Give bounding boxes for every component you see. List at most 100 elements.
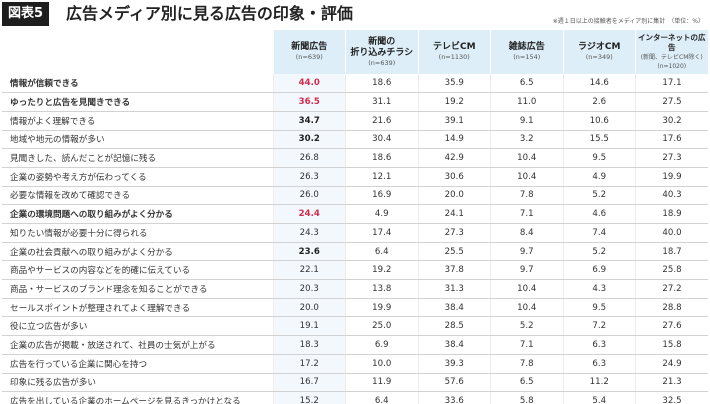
value-cell: 39.3: [418, 354, 491, 374]
value-cell: 14.6: [563, 74, 636, 94]
value-cell: 26.0: [273, 186, 346, 206]
value-cell: 19.1: [273, 316, 346, 337]
value-cell: 24.4: [273, 204, 346, 224]
figure-badge: 図表5: [2, 2, 50, 26]
row-label: 企業の姿勢や考え方が伝わってくる: [2, 167, 274, 187]
value-cell: 35.9: [418, 74, 491, 94]
value-cell: 4.3: [563, 279, 636, 299]
value-cell: 8.4: [490, 223, 564, 243]
row-label: 広告を行っている企業に関心を持つ: [2, 354, 274, 374]
value-cell: 33.6: [418, 391, 491, 404]
column-sample-size: (n=154): [513, 53, 541, 61]
value-cell: 24.9: [635, 354, 708, 374]
column-name: テレビCM: [432, 42, 476, 52]
value-cell: 6.4: [345, 391, 419, 404]
figure-header: 図表5 広告メディア別に見る広告の印象・評価 ※週１日以上の接触者をメディア別に…: [2, 2, 708, 28]
value-cell: 7.1: [490, 204, 564, 224]
value-cell: 27.3: [635, 148, 708, 168]
column-sample-size: (新聞、テレビCM除く) (n=1020): [640, 54, 703, 70]
row-label: セールスポイントが整理されてよく理解できる: [2, 298, 274, 318]
row-label: 商品・サービスのブランド理念を知ることができる: [2, 279, 274, 299]
value-cell: 5.2: [563, 186, 636, 206]
column-header: インターネットの広告 (新聞、テレビCM除く) (n=1020): [635, 30, 709, 74]
value-cell: 44.0: [273, 74, 346, 94]
value-cell: 57.6: [418, 373, 491, 393]
value-cell: 2.6: [563, 92, 636, 112]
table-row: セールスポイントが整理されてよく理解できる 20.0 19.9 38.4 10.4 9.5…: [2, 298, 708, 318]
value-cell: 7.1: [490, 335, 564, 355]
figure-title: 広告メディア別に見る広告の印象・評価: [66, 4, 353, 23]
value-cell: 6.3: [563, 354, 636, 374]
value-cell: 16.9: [345, 186, 419, 206]
value-cell: 18.6: [345, 74, 419, 94]
value-cell: 18.3: [273, 335, 346, 355]
table-row: 印象に残る広告が多い 16.7 11.9 57.6 6.5 11.2 21.3: [2, 373, 708, 393]
value-cell: 30.2: [635, 111, 708, 131]
value-cell: 5.2: [563, 242, 636, 262]
value-cell: 19.2: [418, 92, 491, 112]
value-cell: 27.3: [418, 223, 491, 243]
value-cell: 30.2: [273, 130, 346, 150]
value-cell: 10.4: [490, 167, 564, 187]
row-label: 情報がよく理解できる: [2, 111, 274, 131]
header-corner: [2, 30, 274, 74]
value-cell: 26.8: [273, 148, 346, 168]
value-cell: 11.9: [345, 373, 419, 393]
header-row: 新聞広告 (n=639) 新聞の 折り込みチラシ (n=639) テレビCM (n=1130…: [2, 30, 709, 74]
value-cell: 31.1: [345, 92, 419, 112]
row-label: 商品やサービスの内容などを的確に伝えている: [2, 260, 274, 281]
table-row: 情報が信頼できる 44.0 18.6 35.9 6.5 14.6 17.1: [2, 74, 708, 94]
value-cell: 4.9: [345, 204, 419, 224]
row-label: 企業の環境問題への取り組みがよく分かる: [2, 204, 274, 224]
value-cell: 10.4: [490, 279, 564, 299]
value-cell: 32.5: [635, 391, 708, 404]
row-label: 企業の社会貢献への取り組みがよく分かる: [2, 242, 274, 262]
value-cell: 25.5: [418, 242, 491, 262]
value-cell: 24.1: [418, 204, 491, 224]
value-cell: 18.7: [635, 242, 708, 262]
value-cell: 3.2: [490, 130, 564, 150]
table-row: 役に立つ広告が多い 19.1 25.0 28.5 5.2 7.2 27.6: [2, 316, 708, 337]
value-cell: 10.4: [490, 298, 564, 318]
value-cell: 36.5: [273, 92, 346, 112]
row-label: ゆったりと広告を見聞きできる: [2, 92, 274, 112]
value-cell: 17.1: [635, 74, 708, 94]
value-cell: 27.6: [635, 316, 708, 337]
table-row: 地域や地元の情報が多い 30.2 30.4 14.9 3.2 15.5 17.6: [2, 130, 708, 150]
value-cell: 5.2: [490, 316, 564, 337]
value-cell: 15.8: [635, 335, 708, 355]
value-cell: 5.8: [490, 391, 564, 404]
value-cell: 18.6: [345, 148, 419, 168]
value-cell: 4.6: [563, 204, 636, 224]
value-cell: 15.2: [273, 391, 346, 404]
value-cell: 39.1: [418, 111, 491, 131]
value-cell: 37.8: [418, 260, 491, 281]
value-cell: 17.2: [273, 354, 346, 374]
value-cell: 13.8: [345, 279, 419, 299]
value-cell: 20.0: [418, 186, 491, 206]
value-cell: 7.2: [563, 316, 636, 337]
value-cell: 40.0: [635, 223, 708, 243]
value-cell: 6.3: [563, 335, 636, 355]
table-row: 知りたい情報が必要十分に得られる 24.3 17.4 27.3 8.4 7.4 40.0: [2, 223, 708, 243]
value-cell: 9.7: [490, 260, 564, 281]
row-label: 企業の広告が掲載・放送されて、社員の士気が上がる: [2, 335, 274, 355]
value-cell: 10.6: [563, 111, 636, 131]
table-row: 商品・サービスのブランド理念を知ることができる 20.3 13.8 31.3 10.4 4…: [2, 279, 708, 299]
table-row: 見聞きした、読んだことが記憶に残る 26.8 18.6 42.9 10.4 9.5 27.3: [2, 148, 708, 168]
column-name: ラジオCM: [578, 42, 621, 52]
column-sample-size: (n=639): [368, 58, 396, 67]
value-cell: 17.4: [345, 223, 419, 243]
value-cell: 19.9: [635, 167, 708, 187]
table-row: ゆったりと広告を見聞きできる 36.5 31.1 19.2 11.0 2.6 27.5: [2, 92, 708, 112]
value-cell: 6.5: [490, 373, 564, 393]
row-label: 必要な情報を改めて確認できる: [2, 186, 274, 206]
value-cell: 40.3: [635, 186, 708, 206]
value-cell: 17.6: [635, 130, 708, 150]
value-cell: 28.5: [418, 316, 491, 337]
row-label: 地域や地元の情報が多い: [2, 130, 274, 150]
value-cell: 42.9: [418, 148, 491, 168]
value-cell: 9.1: [490, 111, 564, 131]
value-cell: 5.4: [563, 391, 636, 404]
table-row: 企業の姿勢や考え方が伝わってくる 26.3 12.1 30.6 10.4 4.9 19.9: [2, 167, 708, 187]
